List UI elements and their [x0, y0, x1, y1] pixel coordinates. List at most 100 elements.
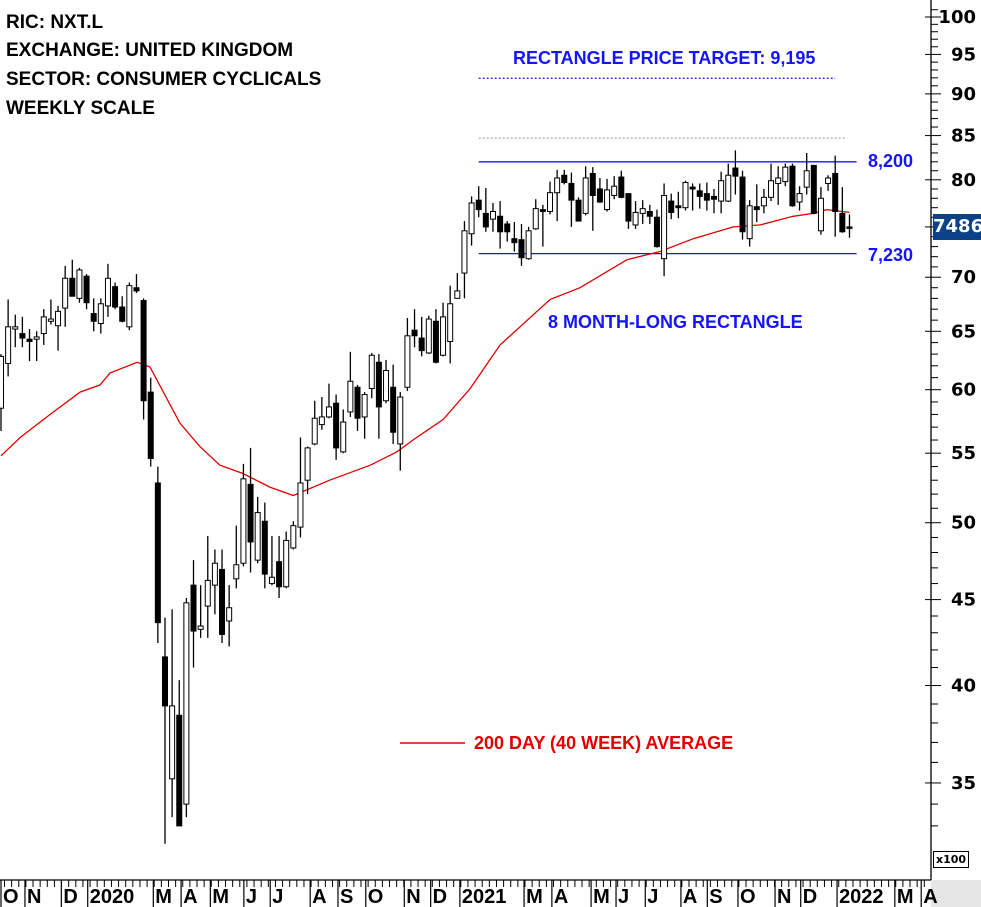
candle-body-up — [397, 396, 404, 445]
x-tick-label: J — [272, 886, 283, 907]
candle — [696, 183, 703, 209]
candle — [611, 176, 618, 200]
candle-body-down — [846, 226, 853, 229]
y-tick-label: 80 — [951, 170, 976, 191]
candle — [233, 525, 240, 589]
candle-body-down — [753, 206, 760, 211]
candle — [618, 170, 625, 199]
candle — [589, 167, 596, 231]
candle — [276, 535, 283, 598]
x-tick-label: A — [183, 886, 197, 907]
candle-body-up — [489, 210, 496, 220]
moving-average-layer — [0, 208, 850, 497]
candle — [19, 316, 26, 348]
x-tick-label: M — [897, 886, 914, 907]
candle — [632, 201, 639, 229]
candle-body-up — [268, 576, 275, 585]
candle — [83, 274, 90, 310]
candle-body-down — [83, 275, 90, 304]
ma40-line — [0, 208, 850, 497]
candle — [254, 496, 261, 564]
candle-body-down — [568, 182, 575, 201]
x-tick-label: O — [368, 886, 384, 907]
x-tick-label: S — [340, 886, 353, 907]
candle-body-up — [632, 211, 639, 226]
candle-body-up — [76, 269, 83, 299]
candle — [97, 298, 104, 334]
candle-body-down — [518, 239, 525, 259]
candle — [318, 397, 325, 430]
candle — [746, 200, 753, 247]
horizontal-levels — [478, 77, 857, 255]
candle — [283, 531, 290, 589]
candle — [126, 282, 133, 331]
candle-body-down — [411, 329, 418, 337]
candle-body-down — [739, 176, 746, 233]
x-tick-label: N — [27, 886, 41, 907]
candle-body-down — [119, 306, 126, 322]
candle-body-up — [318, 416, 325, 426]
candle-body-down — [703, 193, 710, 201]
candle-body-up — [368, 354, 375, 389]
header-sector: SECTOR: CONSUMER CYCLICALS — [6, 69, 322, 90]
candle-body-down — [190, 584, 197, 632]
candle-body-up — [760, 196, 767, 207]
candle-body-up — [746, 205, 753, 240]
candle-body-down — [19, 333, 26, 339]
y-tick-label: 70 — [951, 267, 976, 288]
x-tick-label: 2020 — [90, 886, 135, 907]
last-price-badge: 7486 — [933, 214, 981, 240]
candle-body-up — [525, 230, 532, 260]
candle-body-up — [297, 482, 304, 528]
header-ric: RIC: NXT.L — [6, 12, 104, 33]
candle — [675, 191, 682, 219]
candle — [133, 274, 140, 294]
candle — [789, 163, 796, 207]
candle — [40, 309, 47, 345]
candle — [411, 309, 418, 348]
x-tick-label: M — [526, 886, 543, 907]
candle — [447, 285, 454, 364]
candle-body-up — [183, 602, 190, 805]
candle-body-down — [375, 361, 382, 408]
y-tick-label: 40 — [951, 676, 976, 697]
candle — [390, 364, 397, 444]
candle — [832, 155, 839, 237]
candle — [347, 351, 354, 417]
candle-body-up — [62, 277, 69, 309]
candle — [782, 163, 789, 187]
candle-body-down — [839, 212, 846, 233]
candle — [661, 183, 668, 277]
upper-level-label: 8,200 — [868, 151, 914, 171]
candle-body-down — [653, 216, 660, 248]
candle-body-up — [290, 525, 297, 549]
candle-body-up — [796, 193, 803, 203]
candle — [147, 377, 154, 467]
candle — [825, 175, 832, 191]
candle — [140, 298, 147, 420]
candle-body-down — [711, 195, 717, 200]
candle-body-up — [611, 185, 618, 196]
x-tick-label: M — [155, 886, 172, 907]
x-tick-label: J — [618, 886, 629, 907]
candle — [547, 181, 554, 215]
candle-body-down — [26, 338, 33, 342]
x-tick-label: 2021 — [462, 886, 507, 907]
candle — [561, 169, 568, 185]
candle-body-down — [689, 186, 696, 190]
candle — [197, 585, 204, 638]
candle — [575, 197, 582, 222]
candles-layer — [0, 150, 853, 844]
candle-body-up — [311, 417, 318, 445]
candle-body-down — [732, 167, 739, 177]
candle-body-up — [33, 336, 40, 340]
candle — [432, 309, 439, 364]
candle — [454, 273, 461, 299]
candle-body-down — [561, 174, 568, 184]
header-scale: WEEKLY SCALE — [6, 98, 155, 119]
candle-body-up — [104, 277, 111, 307]
candle-body-up — [454, 290, 461, 299]
candle-body-up — [383, 369, 390, 402]
candle — [340, 409, 347, 454]
candle-body-down — [418, 337, 425, 352]
